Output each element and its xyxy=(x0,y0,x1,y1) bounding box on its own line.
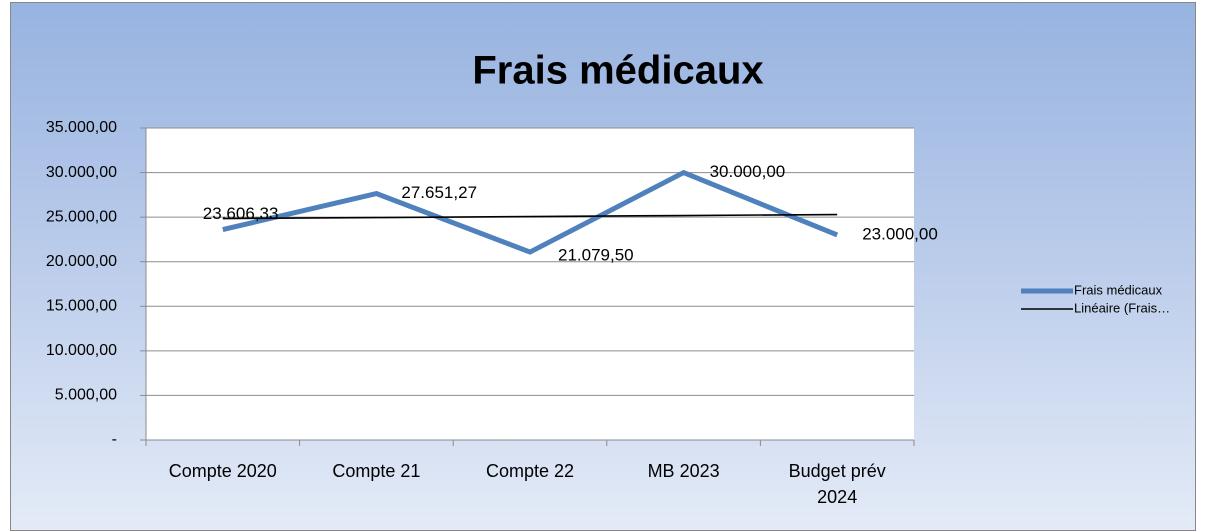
chart-frame: Frais médicaux - 5.000,00 10.000,00 15.000,… xyxy=(10,2,1196,531)
data-line xyxy=(222,170,839,255)
legend-label: Linéaire (Frais… xyxy=(1074,300,1170,315)
x-tick-label: Compte 21 xyxy=(332,461,421,481)
y-tick-label: 20.000,00 xyxy=(46,253,117,270)
legend-label: Frais médicaux xyxy=(1074,282,1163,297)
data-label: 23.606,33 xyxy=(203,204,279,223)
data-label: 23.000,00 xyxy=(862,224,938,243)
y-tick-label: 5.000,00 xyxy=(55,387,117,404)
x-tick-label: Compte 2020 xyxy=(168,461,277,481)
data-label: 30.000,00 xyxy=(710,162,786,181)
y-tick-label: 35.000,00 xyxy=(46,119,117,136)
y-tick-label: - xyxy=(112,431,117,448)
chart-title: Frais médicaux xyxy=(472,49,763,93)
y-tick-label: 15.000,00 xyxy=(46,298,117,315)
data-label: 21.079,50 xyxy=(558,246,634,265)
trend-line xyxy=(222,213,838,220)
x-tick-label: Budget prév 2024 xyxy=(788,461,886,507)
data-label: 27.651,27 xyxy=(401,183,477,202)
y-tick-label: 30.000,00 xyxy=(46,164,117,181)
x-tick-label: MB 2023 xyxy=(647,461,720,481)
y-tick-label: 25.000,00 xyxy=(46,208,117,225)
chart: Frais médicaux - 5.000,00 10.000,00 15.000,… xyxy=(46,49,1170,449)
x-tick-label: Compte 22 xyxy=(485,461,575,481)
plot-area xyxy=(146,128,914,440)
y-tick-label: 10.000,00 xyxy=(46,342,117,359)
